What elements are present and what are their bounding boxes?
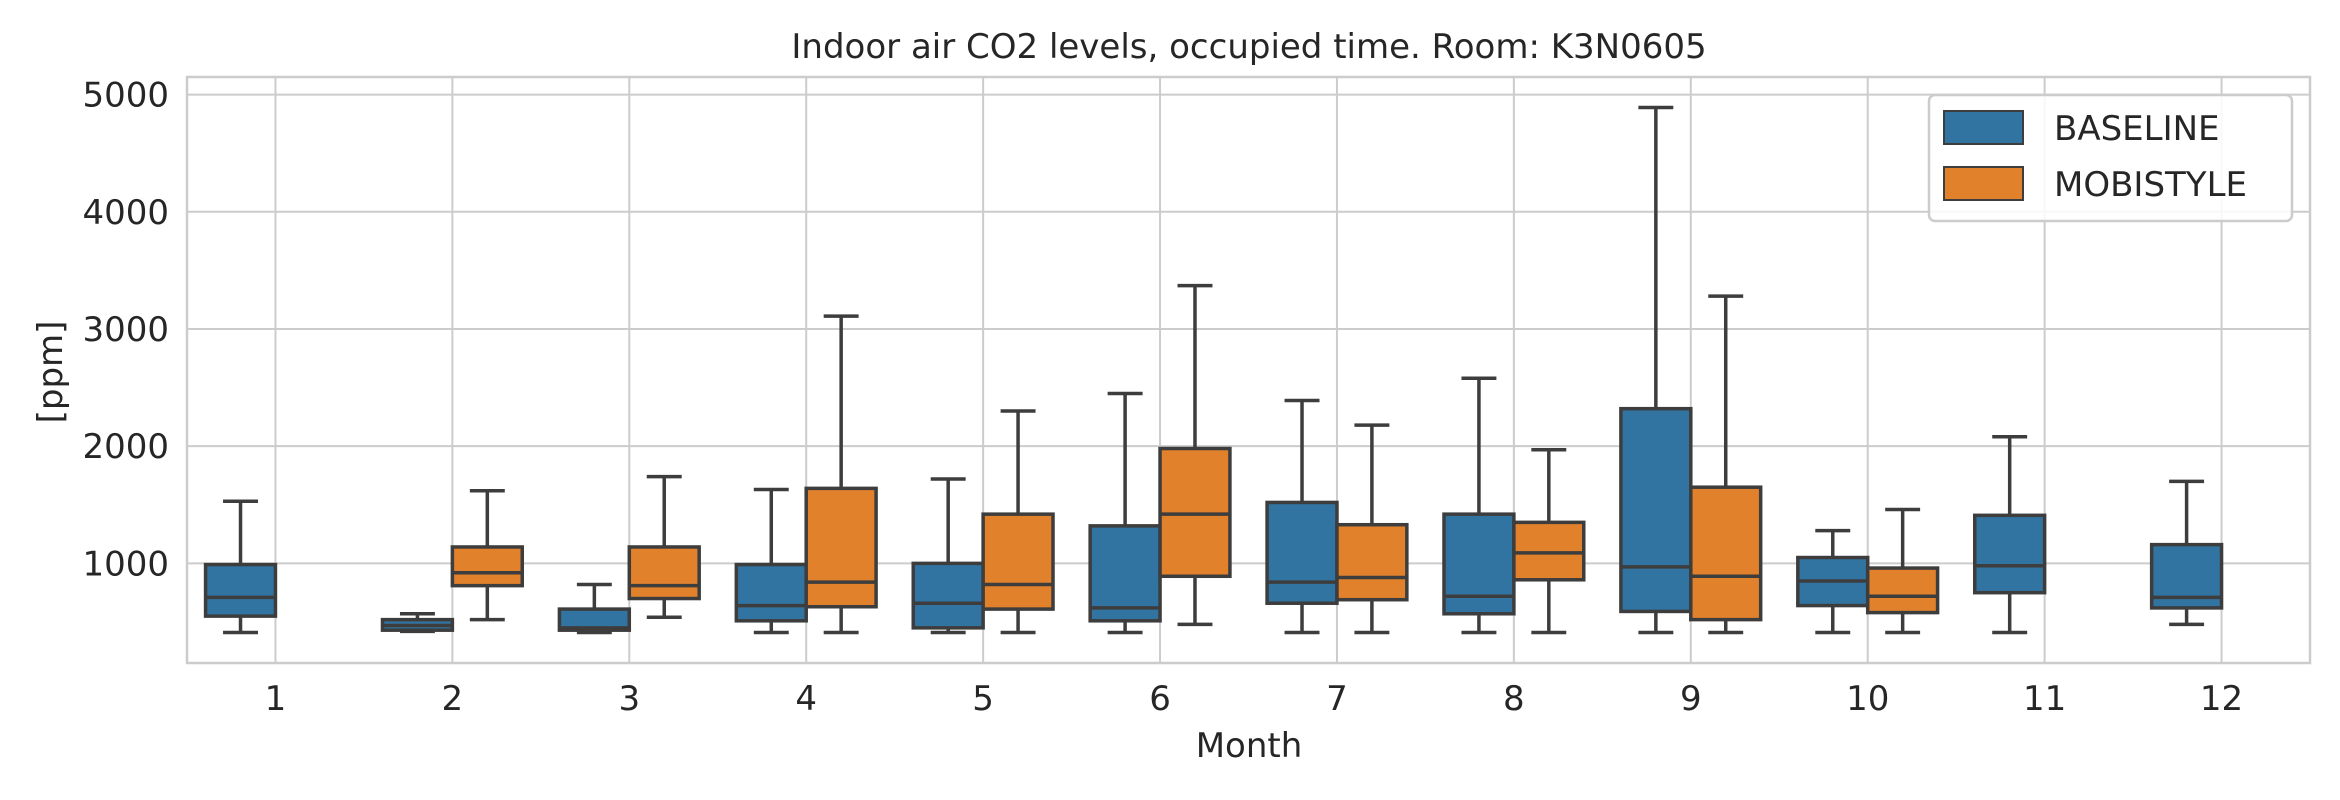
iqr-box — [804, 486, 878, 609]
x-axis-label: Month — [1196, 726, 1303, 766]
chart-title: Indoor air CO2 levels, occupied time. Ro… — [791, 27, 1706, 67]
box-mobistyle-month-8 — [1512, 447, 1586, 635]
x-tick-label: 8 — [1503, 679, 1525, 719]
x-axis-ticks: 1 2 3 4 5 6 7 8 9 10 11 12 — [265, 679, 2244, 719]
box-baseline-month-9 — [1619, 105, 1693, 635]
box-baseline-month-8 — [1442, 376, 1516, 635]
box-mobistyle-month-4 — [804, 314, 878, 635]
x-tick-label: 5 — [972, 679, 994, 719]
box-mobistyle-month-9 — [1689, 294, 1763, 635]
box-mobistyle-month-7 — [1335, 423, 1409, 635]
y-tick-label: 2000 — [82, 427, 169, 467]
box-baseline-month-2 — [380, 612, 455, 634]
box-mobistyle-month-10 — [1865, 507, 1940, 635]
x-tick-label: 4 — [795, 679, 817, 719]
iqr-box — [1865, 566, 1940, 615]
box-baseline-month-1 — [203, 499, 278, 635]
box-baseline-month-7 — [1265, 398, 1339, 635]
legend-swatch-baseline — [1943, 110, 2024, 145]
iqr-box — [627, 545, 701, 601]
iqr-box — [557, 607, 632, 632]
x-tick-label: 7 — [1326, 679, 1348, 719]
plot-frame — [185, 75, 2312, 665]
legend-label-mobistyle: MOBISTYLE — [2054, 165, 2247, 205]
box-baseline-month-4 — [734, 487, 808, 635]
box-mobistyle-month-5 — [981, 409, 1055, 635]
iqr-box — [450, 545, 525, 588]
box-baseline-month-10 — [1796, 528, 1870, 635]
iqr-box — [203, 562, 278, 618]
iqr-box — [911, 561, 985, 630]
y-tick-label: 4000 — [82, 193, 169, 233]
x-tick-label: 11 — [2023, 679, 2066, 719]
y-tick-label: 3000 — [82, 310, 169, 350]
x-tick-label: 12 — [2200, 679, 2243, 719]
iqr-box — [1689, 485, 1763, 622]
iqr-box — [981, 512, 1055, 611]
x-tick-label: 3 — [618, 679, 640, 719]
box-mobistyle-month-3 — [627, 474, 701, 620]
box-baseline-month-3 — [557, 582, 632, 635]
x-tick-label: 9 — [1680, 679, 1702, 719]
y-tick-label: 1000 — [82, 544, 169, 584]
box-baseline-month-5 — [911, 477, 985, 635]
iqr-box — [734, 562, 808, 623]
iqr-box — [1088, 524, 1162, 623]
x-tick-label: 2 — [442, 679, 464, 719]
iqr-box — [1512, 520, 1586, 582]
iqr-box — [1158, 446, 1232, 579]
box-series — [203, 105, 2224, 635]
iqr-box — [1442, 512, 1516, 616]
x-tick-label: 10 — [1846, 679, 1889, 719]
legend-label-baseline: BASELINE — [2054, 109, 2220, 149]
x-tick-label: 1 — [265, 679, 287, 719]
y-axis-label: [ppm] — [31, 321, 71, 424]
box-baseline-month-6 — [1088, 391, 1162, 635]
legend: BASELINE MOBISTYLE — [1927, 93, 2294, 223]
box-mobistyle-month-2 — [450, 488, 525, 622]
iqr-box — [1972, 513, 2047, 595]
box-baseline-month-12 — [2149, 479, 2224, 627]
iqr-box — [1619, 406, 1693, 614]
y-tick-label: 5000 — [82, 76, 169, 116]
box-baseline-month-11 — [1972, 435, 2047, 635]
iqr-box — [1335, 522, 1409, 602]
x-tick-label: 6 — [1149, 679, 1171, 719]
y-axis-ticks: 1000 2000 3000 4000 5000 — [82, 76, 169, 585]
iqr-box — [1265, 500, 1339, 605]
box-mobistyle-month-6 — [1158, 283, 1232, 627]
legend-swatch-mobistyle — [1943, 166, 2024, 201]
